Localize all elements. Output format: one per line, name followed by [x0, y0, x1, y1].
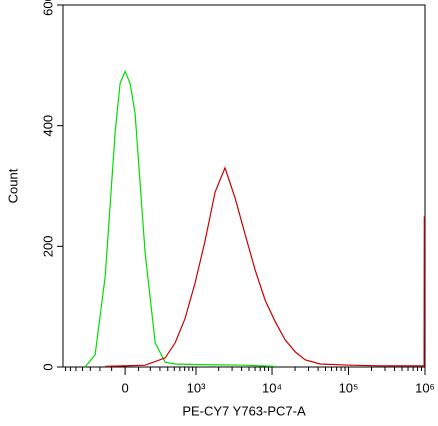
- y-tick-label: 200: [40, 235, 55, 257]
- x-tick-label: 10⁴: [262, 380, 282, 395]
- plot-frame: [62, 4, 426, 368]
- histogram-line: [105, 166, 425, 367]
- histogram-line: [84, 69, 276, 368]
- y-tick-label: 0: [40, 363, 55, 370]
- y-tick-label: 600: [40, 0, 55, 16]
- x-tick-label: 0: [121, 380, 128, 395]
- x-axis-title: PE-CY7 Y763-PC7-A: [182, 403, 306, 418]
- x-tick-label: 10⁵: [339, 380, 359, 395]
- y-axis-title: Count: [5, 168, 20, 203]
- y-tick-label: 400: [40, 115, 55, 137]
- x-tick-label: 10³: [187, 380, 206, 395]
- x-tick-label: 10⁶: [415, 380, 435, 395]
